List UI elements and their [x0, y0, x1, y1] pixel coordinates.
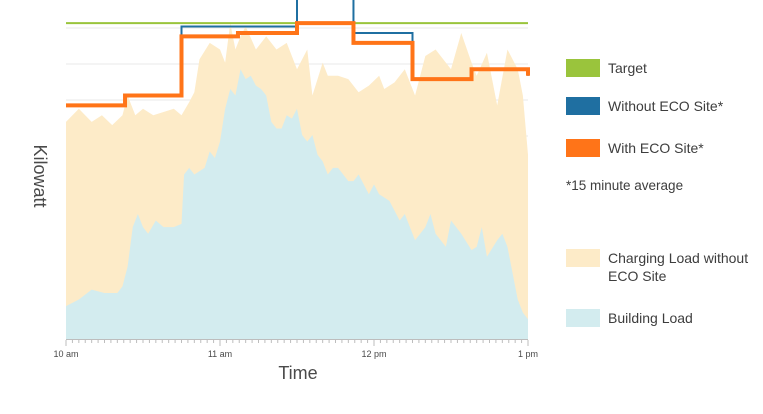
x-tick-label: 12 pm [361, 349, 386, 359]
legend-item-target: Target [566, 59, 647, 77]
legend-item-charging-load: Charging Load without ECO Site [566, 249, 758, 285]
legend-item-without-eco: Without ECO Site* [566, 97, 723, 115]
x-tick-label: 11 am [208, 349, 232, 359]
legend-swatch-target [566, 59, 600, 77]
legend-swatch-with-eco [566, 139, 600, 157]
legend-label-without-eco: Without ECO Site* [608, 98, 724, 114]
x-axis-title: Time [278, 363, 317, 383]
legend-item-building-load: Building Load [566, 309, 693, 327]
series-line-with-eco-site [66, 21, 530, 108]
series-area-building-load [66, 69, 528, 339]
legend-swatch-charging-load [566, 249, 600, 267]
legend-note: *15 minute average [566, 178, 684, 193]
legend: Target Without ECO Site* With ECO Site* … [566, 0, 763, 414]
y-axis-title: Kilowatt [30, 144, 50, 207]
legend-swatch-building-load [566, 309, 600, 327]
legend-label-target: Target [608, 60, 647, 76]
x-tick-label: 10 am [53, 349, 78, 359]
legend-item-with-eco: With ECO Site* [566, 139, 704, 157]
legend-label-with-eco: With ECO Site* [608, 140, 704, 156]
x-tick-label: 1 pm [518, 349, 538, 359]
chart-plot: 10 am 11 am 12 pm 1 pm Time Kilowatt [30, 0, 538, 383]
legend-swatch-without-eco [566, 97, 600, 115]
legend-label-building-load: Building Load [608, 310, 693, 326]
legend-label-charging-load: Charging Load without ECO Site [608, 250, 749, 284]
